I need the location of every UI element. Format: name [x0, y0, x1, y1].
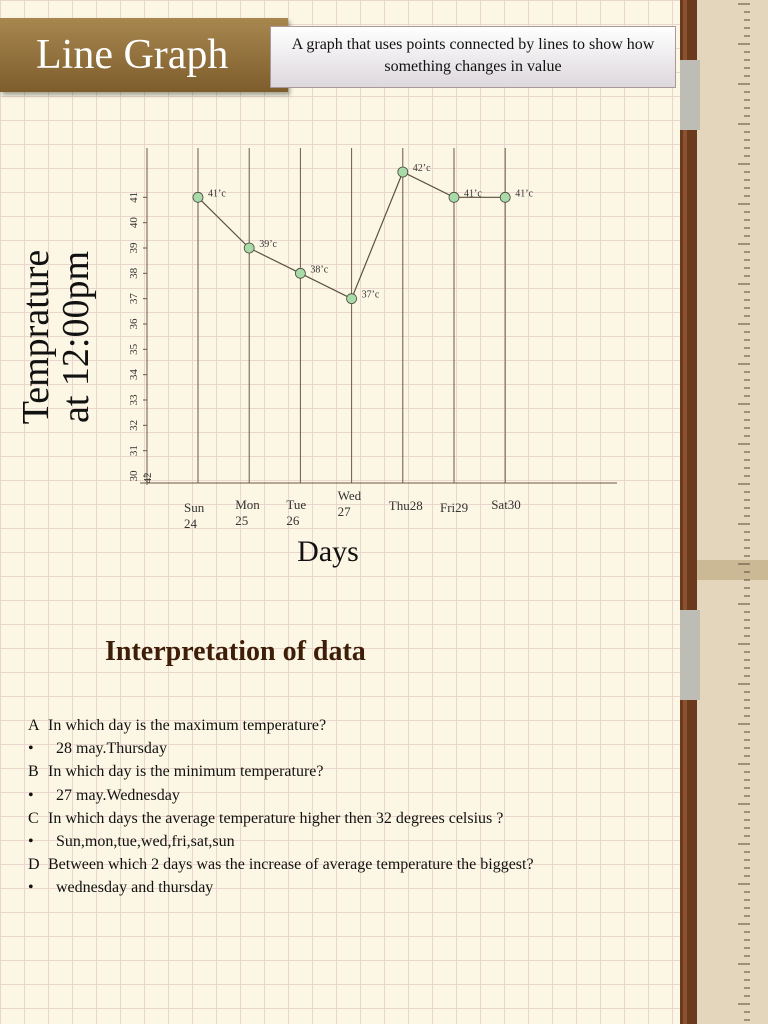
y-tick-label: 33 [128, 394, 140, 406]
qa-item: • 28 may.Thursday [28, 740, 167, 758]
qa-text: Between which 2 days was the increase of… [48, 856, 534, 874]
y-tick-label: 39 [128, 242, 140, 254]
qa-item: C In which days the average temperature h… [28, 810, 503, 828]
qa-marker: • [28, 833, 34, 850]
qa-text: In which days the average temperature hi… [48, 809, 504, 827]
y-tick-label: 36 [128, 318, 140, 330]
qa-item: A In which day is the maximum temperature… [28, 717, 326, 735]
x-tick-label: Sat30 [491, 497, 521, 512]
title: Line Graph [36, 32, 229, 78]
point [294, 267, 306, 279]
point [499, 191, 511, 203]
y-axis-title: Tempratureat 12:00pm [15, 250, 97, 425]
value-label: 41’c [515, 188, 533, 199]
qa-marker: • [28, 879, 34, 897]
qa-marker: • [28, 740, 34, 758]
y-tick-label: 31 [128, 445, 140, 456]
point [346, 293, 358, 305]
qa-item: • wednesday and thursday [28, 879, 213, 897]
x-tick-label: Fri29 [440, 500, 469, 515]
ruler-decoration [680, 0, 768, 1024]
y-tick-label: 38 [128, 267, 140, 279]
point [243, 242, 255, 254]
x-tick-label: Sun 24 [184, 500, 205, 531]
value-label: 37’c [362, 290, 380, 301]
value-label: 41’c [208, 188, 226, 199]
point [448, 191, 460, 203]
qa-marker: C [28, 809, 39, 827]
y-axis-title-line: Temprature [15, 250, 57, 425]
qa-item: • 27 may.Wednesday [28, 787, 180, 805]
point [397, 166, 409, 178]
qa-marker: B [28, 763, 39, 781]
qa-text: In which day is the minimum temperature? [48, 763, 324, 781]
qa-marker: A [28, 717, 40, 734]
y-tick-label: 34 [128, 369, 140, 381]
value-label: 39’c [259, 239, 277, 250]
y-tick-label: 35 [128, 343, 140, 355]
qa-text: Sun,mon,tue,wed,fri,sat,sun [56, 833, 235, 850]
y-tick-label: 41 [128, 192, 140, 203]
y-tick-label: 32 [128, 420, 140, 431]
x-tick-label: Mon 25 [235, 497, 260, 528]
x-tick-label: Wed 27 [337, 488, 362, 519]
y-axis-title-line: at 12:00pm [55, 251, 97, 423]
qa-item: • Sun,mon,tue,wed,fri,sat,sun [28, 833, 235, 851]
title-box: Line Graph [0, 18, 288, 92]
qa-item: D Between which 2 days was the increase o… [28, 856, 534, 874]
x-tick-label: Tue 26 [286, 497, 307, 528]
x-axis-title: Days [297, 535, 359, 568]
value-label: 42’c [413, 163, 431, 174]
qa-text: In which day is the maximum temperature? [48, 717, 327, 734]
qa-marker: D [28, 856, 40, 874]
qa-item: B In which day is the minimum temperature… [28, 763, 323, 781]
definition: A graph that uses points connected by li… [270, 26, 676, 88]
qa-text: 28 may.Thursday [56, 740, 167, 758]
y-tick-label: 40 [128, 217, 140, 229]
chart: 30 31 32 33 34 35 36 37 38 39 40 41 42 Tempratureat 1… [15, 148, 617, 568]
point [192, 191, 204, 203]
y-tick-label: 37 [128, 293, 140, 305]
qa-marker: • [28, 786, 34, 804]
x-tick-label: Thu28 [388, 498, 423, 513]
qa-text: 27 may.Wednesday [56, 786, 180, 804]
axis-note: 42 [142, 473, 154, 484]
y-tick-label: 30 [128, 470, 140, 482]
section-heading: Interpretation of data [105, 636, 366, 667]
value-label: 41’c [464, 188, 482, 199]
qa-text: wednesday and thursday [56, 879, 214, 897]
value-label: 38’c [310, 264, 328, 275]
